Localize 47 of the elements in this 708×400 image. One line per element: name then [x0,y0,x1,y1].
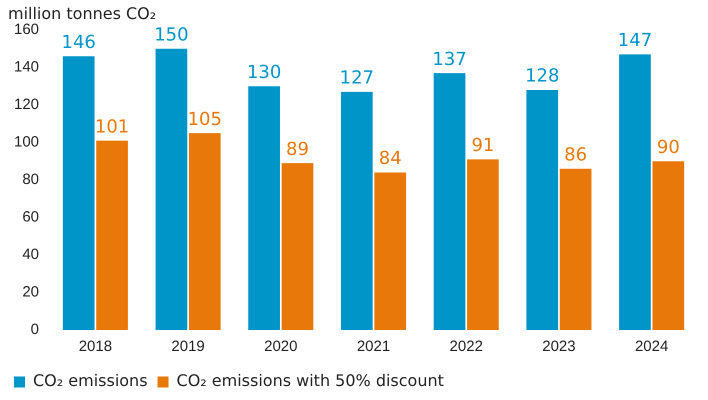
y-tick-label: 60 [22,208,40,226]
y-tick-label: 40 [22,246,40,264]
x-tick-label: 2021 [356,338,390,356]
x-tick-label: 2020 [264,338,298,356]
x-tick-label: 2022 [450,338,483,356]
data-label: 146 [62,32,96,53]
data-label: 128 [525,66,560,87]
legend-label: CO₂ emissions with 50% discount [176,371,444,390]
bar [248,86,280,330]
y-axis-title: million tonnes CO₂ [8,4,156,23]
bar [374,172,406,330]
data-label: 86 [564,144,588,166]
x-tick-label: 2024 [634,338,668,356]
data-label: 101 [94,116,130,138]
y-tick-label: 120 [14,96,40,114]
data-label: 91 [471,135,494,156]
bar [282,163,314,330]
data-label: 147 [618,30,652,52]
bar [467,159,499,330]
y-tick-label: 100 [14,134,40,151]
bar [340,92,373,330]
y-tick-label: 0 [30,321,40,338]
bar [188,133,221,330]
y-tick-label: 20 [22,284,40,301]
y-tick-label: 140 [14,58,40,76]
bar [652,161,684,330]
bar [156,48,188,330]
data-label: 90 [656,136,680,158]
data-label: 127 [340,68,374,89]
data-label: 89 [286,138,309,160]
bar [62,56,95,330]
x-tick-label: 2019 [171,338,205,356]
data-label: 84 [378,148,402,170]
x-tick-label: 2023 [542,338,576,356]
bar [434,73,466,330]
data-label: 150 [154,24,189,46]
legend-label: CO₂ emissions [33,371,148,390]
bar [619,54,651,330]
y-tick-label: 160 [14,21,40,38]
bar [96,140,128,330]
y-tick-label: 80 [22,171,40,188]
data-label: 137 [432,48,467,70]
bar [526,90,558,330]
x-tick-label: 2018 [78,338,112,356]
data-label: 105 [188,108,222,130]
data-label: 130 [246,62,282,83]
bar [560,168,592,330]
